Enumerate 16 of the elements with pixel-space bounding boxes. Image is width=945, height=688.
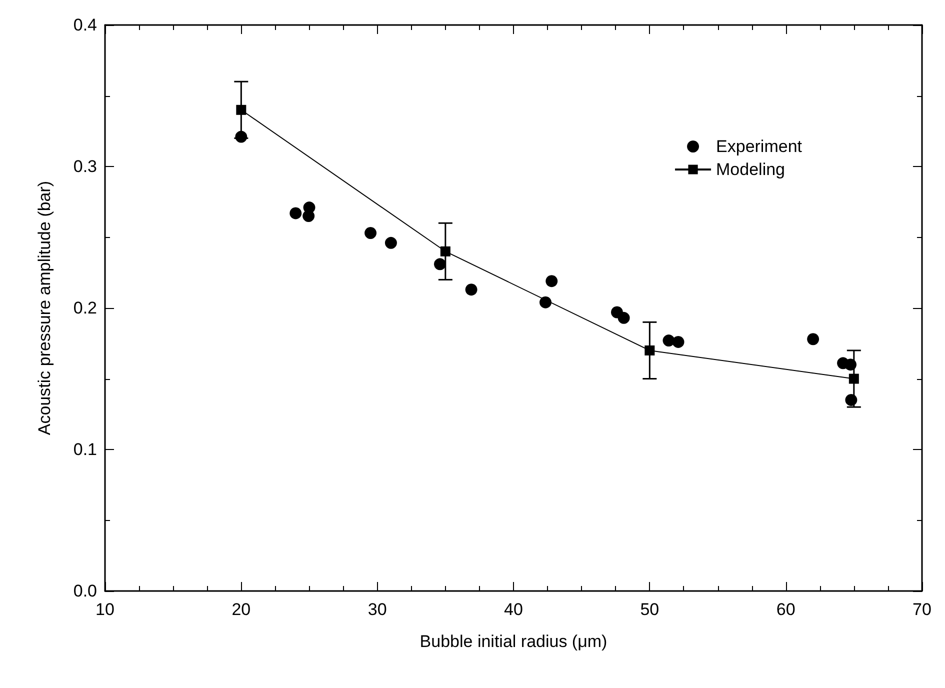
x-axis-title: Bubble initial radius (μm) bbox=[420, 632, 608, 651]
x-tick-label: 20 bbox=[232, 600, 251, 619]
x-tick-label: 70 bbox=[912, 600, 932, 619]
x-tick-label: 60 bbox=[776, 600, 796, 619]
x-tick-label: 40 bbox=[504, 600, 523, 619]
y-tick-label: 0.3 bbox=[73, 157, 97, 176]
y-tick-label: 0.2 bbox=[73, 298, 97, 318]
x-tick-label: 10 bbox=[96, 600, 114, 619]
y-tick-label: 0.0 bbox=[73, 582, 97, 600]
legend-label: Modeling bbox=[716, 160, 786, 179]
legend-label: Experiment bbox=[716, 137, 802, 156]
y-tick-label: 0.1 bbox=[73, 440, 97, 459]
y-tick-label: 0.4 bbox=[73, 16, 97, 34]
x-tick-label: 30 bbox=[368, 600, 387, 619]
y-axis-title: Acoustic pressure amplitude (bar) bbox=[35, 180, 54, 436]
x-tick-label: 50 bbox=[640, 600, 660, 619]
